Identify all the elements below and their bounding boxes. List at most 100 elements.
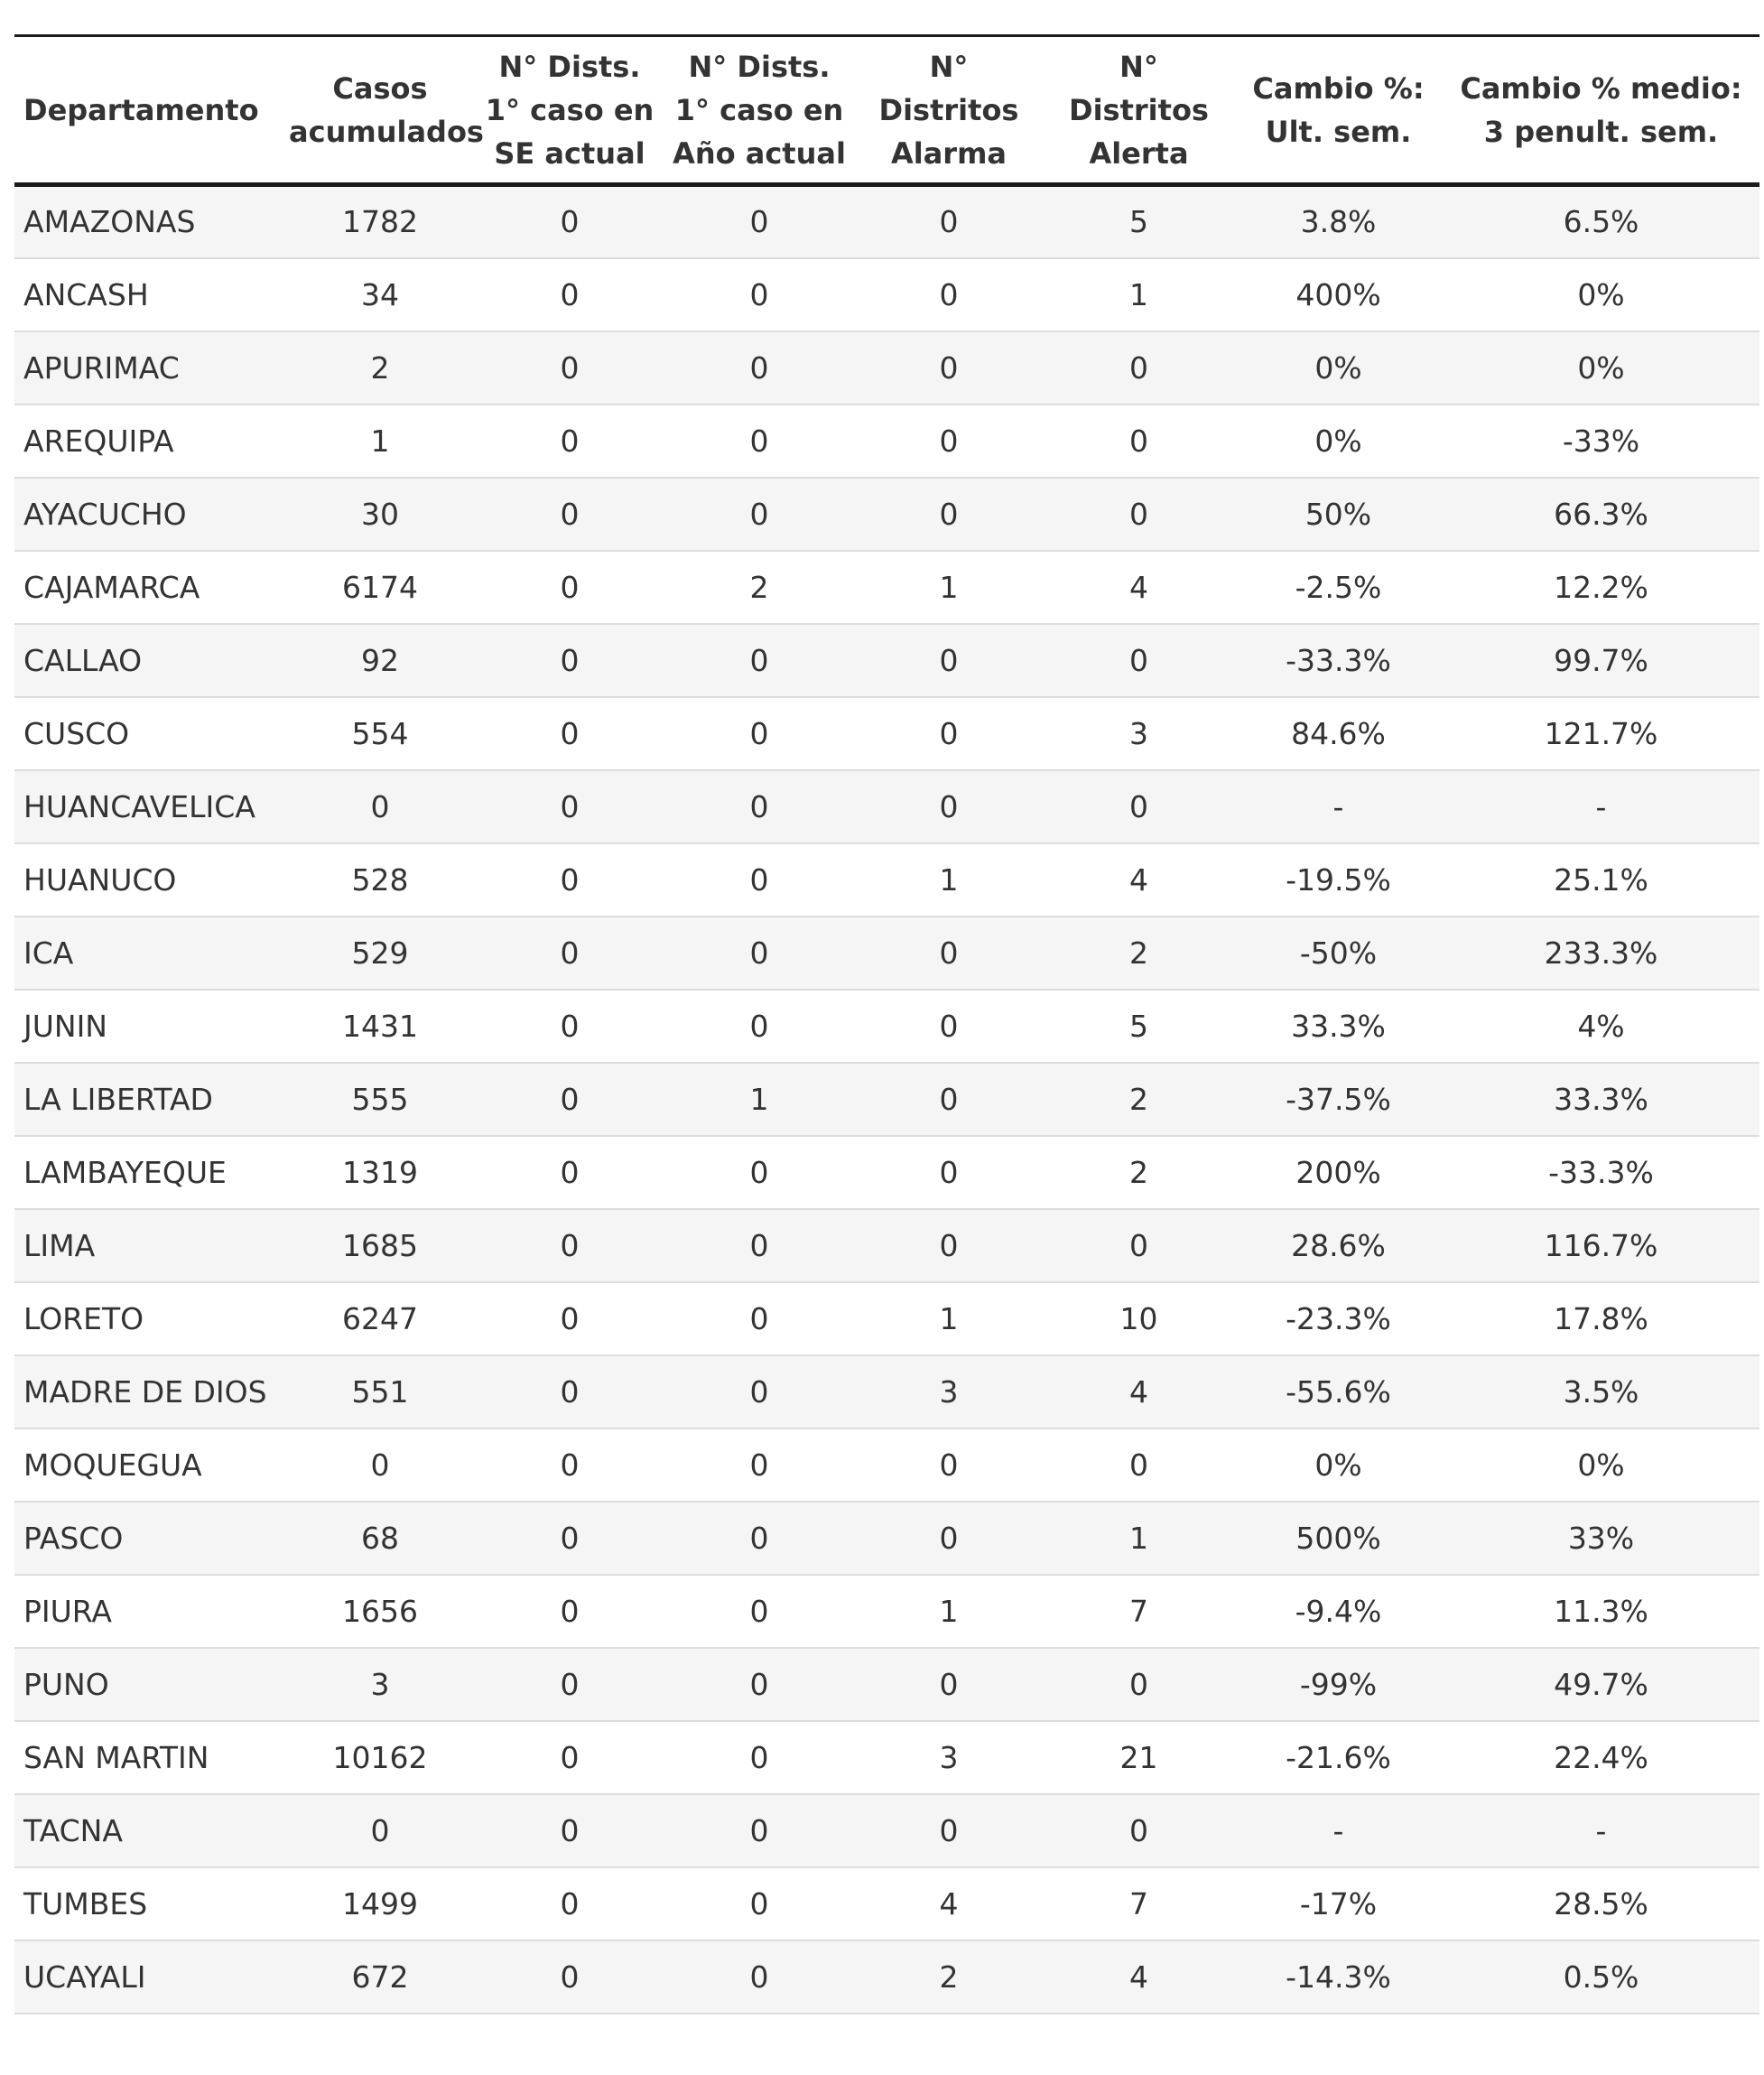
cell-casos-acumulados: 554 (351, 715, 409, 751)
cell-casos-acumulados: 10162 (332, 1739, 428, 1775)
cell-dists-primer-caso-se: 0 (560, 1008, 580, 1044)
cell-dists-primer-caso-se: 0 (560, 861, 580, 898)
cell-departamento: LIMA (23, 1227, 96, 1263)
header-casos-acumulados: Casos acumulados (289, 70, 484, 149)
cell-departamento: UCAYALI (23, 1959, 146, 1995)
cell-casos-acumulados: 1782 (342, 204, 418, 240)
cell-distritos-alerta: 4 (1129, 569, 1148, 605)
cell-cambio-ult-sem: -14.3% (1286, 1959, 1391, 1995)
cell-cambio-medio-penult: 233.3% (1544, 935, 1658, 971)
cell-distritos-alerta: 10 (1119, 1300, 1158, 1336)
cell-cambio-medio-penult: 0.5% (1563, 1959, 1639, 1995)
cell-distritos-alerta: 2 (1129, 1154, 1148, 1190)
cell-distritos-alerta: 1 (1129, 276, 1148, 312)
cell-departamento: ANCASH (23, 276, 149, 312)
cell-distritos-alarma: 3 (939, 1373, 959, 1410)
cell-distritos-alarma: 0 (939, 788, 959, 824)
cell-distritos-alerta: 2 (1129, 935, 1148, 971)
table-row: ANCASH 34 0 0 0 1 400% 0% (14, 257, 1759, 331)
cell-cambio-ult-sem: -99% (1299, 1666, 1378, 1702)
cell-distritos-alerta: 5 (1129, 1008, 1148, 1044)
cell-distritos-alerta: 0 (1129, 642, 1148, 678)
table-row: PIURA 1656 0 0 1 7 -9.4% 11.3% (14, 1574, 1759, 1648)
cell-dists-primer-caso-anio: 0 (749, 642, 769, 678)
cell-cambio-ult-sem: -9.4% (1295, 1593, 1382, 1629)
cell-distritos-alarma: 1 (939, 861, 959, 898)
table-header: Departamento Casos acumulados N° Dists. … (14, 35, 1759, 185)
cell-distritos-alarma: 4 (939, 1885, 959, 1921)
table-row: MOQUEGUA 0 0 0 0 0 0% 0% (14, 1428, 1759, 1502)
cell-distritos-alarma: 0 (939, 276, 959, 312)
cell-cambio-ult-sem: -23.3% (1286, 1300, 1391, 1336)
table-row: PASCO 68 0 0 0 1 500% 33% (14, 1501, 1759, 1575)
table-row: JUNIN 1431 0 0 0 5 33.3% 4% (14, 989, 1759, 1063)
cell-departamento: MADRE DE DIOS (23, 1373, 267, 1410)
cell-cambio-medio-penult: 25.1% (1554, 861, 1648, 898)
cell-cambio-medio-penult: 17.8% (1554, 1300, 1648, 1336)
cell-distritos-alarma: 0 (939, 1081, 959, 1117)
cell-distritos-alarma: 0 (939, 1154, 959, 1190)
cell-dists-primer-caso-se: 0 (560, 1300, 580, 1336)
cell-departamento: SAN MARTIN (23, 1739, 209, 1775)
cell-departamento: TACNA (23, 1812, 123, 1848)
cell-distritos-alerta: 0 (1129, 1666, 1148, 1702)
cell-distritos-alerta: 4 (1129, 1959, 1148, 1995)
table-row: LA LIBERTAD 555 0 1 0 2 -37.5% 33.3% (14, 1062, 1759, 1136)
cell-dists-primer-caso-anio: 0 (749, 1373, 769, 1410)
cell-cambio-ult-sem: -19.5% (1286, 861, 1391, 898)
table-row: HUANUCO 528 0 0 1 4 -19.5% 25.1% (14, 842, 1759, 917)
cell-departamento: PIURA (23, 1593, 112, 1629)
cell-cambio-medio-penult: -33% (1562, 423, 1640, 459)
cell-departamento: JUNIN (23, 1008, 107, 1044)
cell-distritos-alarma: 0 (939, 1812, 959, 1848)
cell-cambio-ult-sem: -17% (1299, 1885, 1378, 1921)
cell-casos-acumulados: 92 (361, 642, 399, 678)
cell-cambio-medio-penult: 22.4% (1554, 1739, 1648, 1775)
cell-distritos-alerta: 2 (1129, 1081, 1148, 1117)
cell-distritos-alarma: 0 (939, 204, 959, 240)
cell-departamento: CALLAO (23, 642, 143, 678)
cell-dists-primer-caso-anio: 0 (749, 1520, 769, 1556)
cell-distritos-alerta: 0 (1129, 1812, 1148, 1848)
cell-dists-primer-caso-se: 0 (560, 1593, 580, 1629)
cell-distritos-alerta: 0 (1129, 1227, 1148, 1263)
cell-dists-primer-caso-se: 0 (560, 1739, 580, 1775)
cell-departamento: AREQUIPA (23, 423, 174, 459)
cell-dists-primer-caso-se: 0 (560, 1959, 580, 1995)
cell-distritos-alarma: 0 (939, 1227, 959, 1263)
header-cambio-ult-sem: Cambio %: Ult. sem. (1252, 70, 1425, 149)
cell-dists-primer-caso-anio: 0 (749, 1300, 769, 1336)
table-row: LAMBAYEQUE 1319 0 0 0 2 200% -33.3% (14, 1135, 1759, 1209)
cell-dists-primer-caso-se: 0 (560, 349, 580, 386)
data-table-container: Departamento Casos acumulados N° Dists. … (14, 34, 1759, 2015)
cell-casos-acumulados: 528 (351, 861, 409, 898)
cell-cambio-ult-sem: -21.6% (1286, 1739, 1391, 1775)
cell-cambio-medio-penult: 0% (1577, 349, 1625, 386)
cell-cambio-medio-penult: - (1595, 788, 1607, 824)
cell-distritos-alerta: 1 (1129, 1520, 1148, 1556)
header-distritos-alarma: N° Distritos Alarma (878, 49, 1019, 171)
cell-dists-primer-caso-se: 0 (560, 1373, 580, 1410)
cell-cambio-medio-penult: 99.7% (1554, 642, 1648, 678)
cell-dists-primer-caso-anio: 0 (749, 1593, 769, 1629)
cell-cambio-ult-sem: -37.5% (1286, 1081, 1391, 1117)
cell-cambio-ult-sem: 0% (1314, 349, 1362, 386)
cell-dists-primer-caso-se: 0 (560, 642, 580, 678)
cell-departamento: PUNO (23, 1666, 109, 1702)
cell-departamento: LAMBAYEQUE (23, 1154, 227, 1190)
cell-dists-primer-caso-se: 0 (560, 204, 580, 240)
cell-casos-acumulados: 529 (351, 935, 409, 971)
cell-cambio-medio-penult: 0% (1577, 1447, 1625, 1483)
cell-departamento: CAJAMARCA (23, 569, 200, 605)
cell-dists-primer-caso-anio: 0 (749, 204, 769, 240)
cell-dists-primer-caso-anio: 0 (749, 1959, 769, 1995)
cell-cambio-medio-penult: 33.3% (1554, 1081, 1648, 1117)
cell-dists-primer-caso-se: 0 (560, 496, 580, 532)
cell-dists-primer-caso-se: 0 (560, 1520, 580, 1556)
cell-cambio-ult-sem: - (1332, 788, 1344, 824)
cell-cambio-ult-sem: 0% (1314, 1447, 1362, 1483)
cell-cambio-medio-penult: 33% (1567, 1520, 1635, 1556)
cell-dists-primer-caso-anio: 0 (749, 1885, 769, 1921)
cell-cambio-ult-sem: 200% (1295, 1154, 1381, 1190)
cell-dists-primer-caso-anio: 0 (749, 715, 769, 751)
